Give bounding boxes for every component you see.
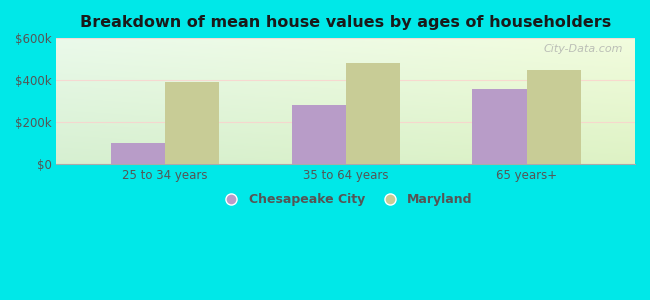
Bar [346,63,400,164]
Bar [165,82,219,164]
Bar [526,70,580,164]
Text: City-Data.com: City-Data.com [544,44,623,54]
Bar [165,82,219,164]
Bar [473,88,526,164]
Bar [346,63,400,164]
Title: Breakdown of mean house values by ages of householders: Breakdown of mean house values by ages o… [80,15,612,30]
Bar [111,143,165,164]
Legend: Chesapeake City, Maryland: Chesapeake City, Maryland [214,188,478,211]
Bar [291,105,346,164]
Bar [473,88,526,164]
Bar [291,105,346,164]
Bar [111,143,165,164]
Bar [526,70,580,164]
